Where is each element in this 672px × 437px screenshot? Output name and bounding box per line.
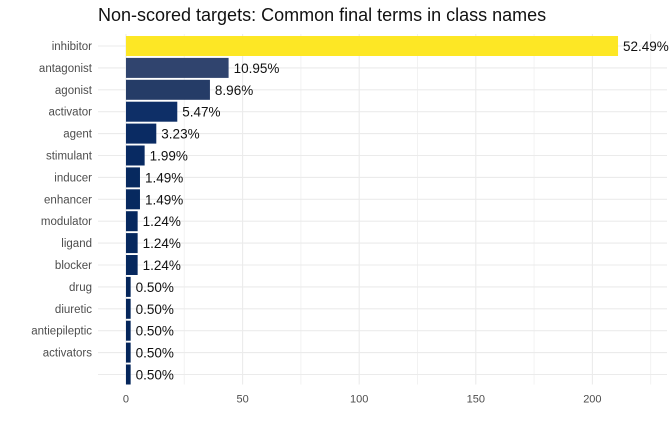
data-label: 1.24%	[143, 236, 181, 251]
bar	[125, 276, 131, 297]
bar	[125, 342, 131, 363]
x-tick-label: 150	[467, 394, 485, 406]
data-label: 0.50%	[136, 368, 174, 383]
data-label: 1.49%	[145, 170, 183, 185]
bar	[125, 36, 619, 56]
bar	[125, 320, 131, 341]
y-tick-label: drug	[69, 282, 92, 294]
y-axis-labels: inhibitor antagonist agonist activator agent…	[31, 41, 93, 360]
y-tick-label: enhancer	[44, 194, 92, 206]
bar	[125, 211, 138, 232]
y-tick-label: inducer	[54, 172, 92, 184]
bar	[125, 57, 229, 78]
y-tick-label: blocker	[55, 260, 92, 272]
bar	[125, 123, 157, 144]
bar	[125, 167, 140, 188]
data-label: 1.24%	[143, 258, 181, 273]
x-tick-label: 0	[123, 394, 129, 406]
data-label: 1.99%	[150, 149, 188, 164]
y-tick-label: inhibitor	[52, 41, 92, 53]
y-tick-label: agonist	[55, 85, 93, 97]
y-tick-label: diuretic	[55, 304, 92, 316]
bar	[125, 145, 145, 166]
y-tick-label: activator	[49, 107, 93, 119]
x-axis-labels: 0 50 100 150 200	[123, 394, 602, 406]
data-label: 0.50%	[136, 324, 174, 339]
chart-title: Non-scored targets: Common final terms i…	[98, 5, 546, 25]
data-label: 5.47%	[182, 105, 220, 120]
bar	[125, 79, 210, 100]
y-tick-label: ligand	[61, 238, 92, 250]
data-label: 0.50%	[136, 346, 174, 361]
x-tick-label: 200	[583, 394, 601, 406]
data-label: 1.24%	[143, 214, 181, 229]
data-label: 0.50%	[136, 302, 174, 317]
bars	[125, 36, 619, 385]
bar	[125, 189, 140, 210]
y-tick-label: activators	[43, 348, 92, 360]
bar	[125, 298, 131, 319]
data-label: 1.49%	[145, 192, 183, 207]
y-tick-label: modulator	[41, 216, 92, 228]
x-tick-label: 100	[350, 394, 368, 406]
x-tick-label: 50	[236, 394, 248, 406]
y-tick-label: stimulant	[46, 151, 93, 163]
data-label: 10.95%	[234, 61, 280, 76]
data-label: 8.96%	[215, 83, 253, 98]
data-labels: 52.49% 10.95% 8.96% 5.47% 3.23% 1.99% 1.49% 1.4…	[136, 39, 669, 383]
y-tick-label: agent	[63, 129, 93, 141]
data-label: 52.49%	[623, 39, 669, 54]
bar	[125, 101, 178, 122]
data-label: 3.23%	[161, 127, 199, 142]
y-tick-label: antiepileptic	[31, 326, 92, 338]
bar	[125, 364, 131, 385]
data-label: 0.50%	[136, 280, 174, 295]
y-tick-label: antagonist	[39, 63, 93, 75]
bar	[125, 255, 138, 275]
bar	[125, 233, 138, 254]
